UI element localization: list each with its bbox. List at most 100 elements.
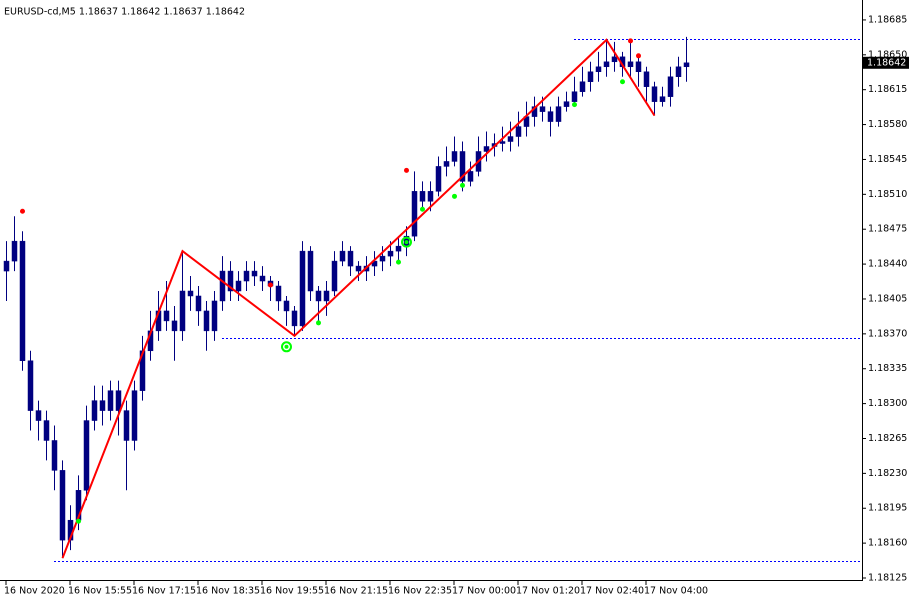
candle-body xyxy=(131,390,138,441)
candle-body xyxy=(411,191,418,237)
candle-body xyxy=(331,260,338,292)
candle-body xyxy=(667,76,674,97)
candle-body xyxy=(35,410,42,421)
y-tick-label: 1.18230 xyxy=(868,468,907,479)
candle-body xyxy=(379,255,386,262)
candle-body xyxy=(291,310,298,327)
candle-body xyxy=(83,420,90,491)
chart-title: EURUSD-cd,M5 1.18637 1.18642 1.18637 1.1… xyxy=(4,7,245,18)
x-tick-label: 16 Nov 2020 xyxy=(4,586,65,597)
candle-body xyxy=(419,191,426,202)
candle-body xyxy=(435,166,442,192)
y-tick-label: 1.18335 xyxy=(868,363,907,374)
y-tick-label: 1.18160 xyxy=(868,538,907,549)
fractal-down-dot xyxy=(316,320,321,326)
candle-body xyxy=(187,290,194,297)
fractal-down-dot xyxy=(620,79,625,85)
candle-body xyxy=(3,260,10,272)
candle-body xyxy=(595,66,602,73)
x-tick-label: 16 Nov 17:15 xyxy=(132,586,196,597)
candle-body xyxy=(211,300,218,332)
candle-body xyxy=(579,81,586,92)
candle-body xyxy=(323,290,330,302)
candle-body xyxy=(163,310,170,322)
candle-body xyxy=(659,96,666,102)
y-tick-label: 1.18475 xyxy=(868,224,907,235)
candle-body xyxy=(467,171,474,182)
candle-body xyxy=(227,270,234,292)
y-tick-label: 1.18195 xyxy=(868,503,907,514)
candle-body xyxy=(611,56,618,63)
x-tick-label: 16 Nov 22:35 xyxy=(388,586,452,597)
y-tick-label: 1.18510 xyxy=(868,189,907,200)
candle-body xyxy=(571,91,578,102)
zigzag-line xyxy=(61,38,656,559)
y-tick-label: 1.18405 xyxy=(868,293,907,304)
fractal-up-dot xyxy=(404,167,409,173)
x-tick-label: 16 Nov 15:55 xyxy=(68,586,132,597)
candle-body xyxy=(307,250,314,292)
candle-body xyxy=(443,161,450,167)
pivot-marker-core xyxy=(284,344,289,349)
candle-body xyxy=(283,300,290,312)
candle-body xyxy=(427,191,434,202)
candle-body xyxy=(643,71,650,87)
candle-body xyxy=(539,106,546,112)
y-tick-label: 1.18580 xyxy=(868,119,907,130)
price-label-box xyxy=(863,56,909,69)
candle-body xyxy=(483,146,490,152)
x-tick-label: 17 Nov 00:00 xyxy=(452,586,516,597)
candle-body xyxy=(547,111,554,122)
candle-body xyxy=(675,66,682,77)
candle-body xyxy=(275,285,282,302)
fractal-down-dot xyxy=(572,102,577,108)
candle-body xyxy=(251,270,258,277)
fractal-down-dot xyxy=(460,182,465,188)
x-tick-label: 16 Nov 21:15 xyxy=(324,586,388,597)
candle-body xyxy=(195,295,202,312)
candle-body xyxy=(59,470,66,541)
y-tick-label: 1.18440 xyxy=(868,259,907,270)
price-label: 1.18642 xyxy=(867,57,906,68)
candle-body xyxy=(51,440,58,471)
x-tick-label: 17 Nov 01:20 xyxy=(516,586,580,597)
candle-body xyxy=(235,280,242,292)
x-tick-label: 17 Nov 04:00 xyxy=(644,586,708,597)
candle-body xyxy=(347,250,354,267)
candle-body xyxy=(459,151,466,182)
fractal-up-dot xyxy=(636,53,641,59)
candle-body xyxy=(219,270,226,302)
candle-body xyxy=(259,275,266,282)
fractal-down-dot xyxy=(420,206,425,212)
y-tick-label: 1.18265 xyxy=(868,433,907,444)
fractal-down-dot xyxy=(452,193,457,199)
y-tick-label: 1.18545 xyxy=(868,154,907,165)
candle-body xyxy=(339,250,346,262)
candle-body xyxy=(683,62,690,68)
candle-body xyxy=(171,320,178,332)
candle-body xyxy=(315,290,322,302)
y-tick-label: 1.18125 xyxy=(868,573,907,584)
x-tick-label: 16 Nov 18:35 xyxy=(196,586,260,597)
candle-body xyxy=(107,390,114,411)
candle-body xyxy=(451,151,458,162)
y-tick-label: 1.18650 xyxy=(868,49,907,60)
fractal-up-dot xyxy=(20,208,25,214)
pivot-marker xyxy=(281,341,292,353)
fractal-down-dot xyxy=(396,259,401,265)
candle-body xyxy=(635,61,642,73)
pivot-marker xyxy=(401,236,412,248)
candle-body xyxy=(499,141,506,144)
candle-body xyxy=(355,265,362,272)
candle-body xyxy=(387,250,394,257)
candle-body xyxy=(515,126,522,137)
y-tick-label: 1.18615 xyxy=(868,84,907,95)
candle-body xyxy=(43,420,50,441)
x-tick-label: 16 Nov 19:55 xyxy=(260,586,324,597)
candle-body xyxy=(651,86,658,102)
candle-body xyxy=(19,240,26,362)
candle-body xyxy=(99,400,106,411)
candle-body xyxy=(507,136,514,142)
candle-body xyxy=(203,310,210,332)
